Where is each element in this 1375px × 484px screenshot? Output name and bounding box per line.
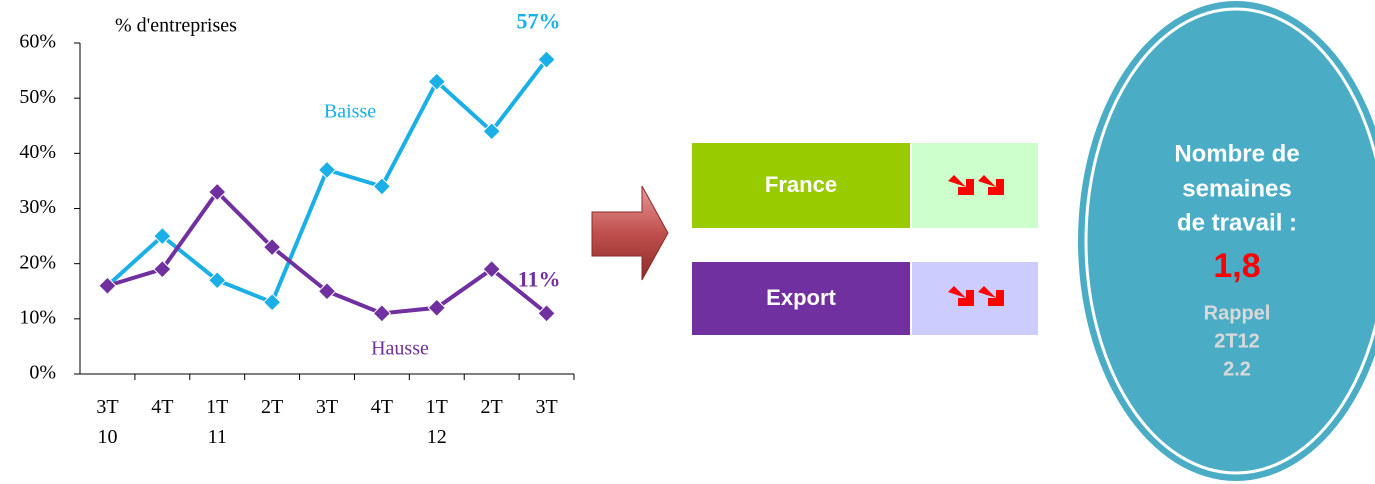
marker xyxy=(427,298,446,317)
y-tick-label: 20% xyxy=(19,251,56,273)
x-tick-label: 3T xyxy=(316,396,338,418)
x-tick-label: 2T xyxy=(481,396,503,418)
marker xyxy=(427,72,446,91)
y-axis-label: % d'entreprises xyxy=(115,15,237,37)
x-tick-label: 1T 11 xyxy=(206,396,228,448)
marker xyxy=(98,276,117,295)
marker xyxy=(208,271,227,290)
down-arrows xyxy=(948,175,1004,306)
recall-text: 2T12 xyxy=(1214,330,1260,352)
y-tick-label: 50% xyxy=(19,86,56,108)
marker xyxy=(317,282,337,301)
marker xyxy=(153,259,172,279)
marker xyxy=(317,160,337,180)
row-label: Export xyxy=(766,285,836,310)
ellipse-text: semaines xyxy=(1182,175,1291,202)
x-tick-label: 3T 10 xyxy=(96,396,118,448)
marker xyxy=(482,259,501,279)
france-trend xyxy=(912,143,1038,228)
y-tick-label: 30% xyxy=(19,196,56,218)
x-tick-label: 3T xyxy=(535,396,557,418)
export-box xyxy=(692,262,910,335)
row-label: France xyxy=(765,172,837,197)
marker xyxy=(262,237,282,257)
series-name: Hausse xyxy=(371,338,429,360)
y-tick-label: 60% xyxy=(19,31,56,53)
ellipse-text: de travail : xyxy=(1177,209,1297,236)
value-label: 57% xyxy=(517,9,561,34)
y-tick-label: 40% xyxy=(19,141,56,163)
ellipse-ring xyxy=(1084,7,1375,475)
marker xyxy=(537,50,556,69)
y-tick-label: 10% xyxy=(19,306,56,328)
france-box xyxy=(692,143,910,228)
ellipse-value: 1,8 xyxy=(1213,247,1260,285)
series-line xyxy=(106,58,549,305)
recall-text: Rappel xyxy=(1204,302,1271,324)
marker xyxy=(372,304,392,323)
arrow xyxy=(591,185,669,281)
value-label: 11% xyxy=(518,266,561,291)
marker xyxy=(153,226,172,246)
marker xyxy=(372,177,392,196)
x-tick-label: 4T xyxy=(371,396,393,418)
export-trend xyxy=(912,262,1038,335)
marker xyxy=(262,293,282,312)
ellipse xyxy=(1078,1,1375,481)
marker xyxy=(537,304,556,323)
marker xyxy=(482,122,501,141)
y-tick-label: 0% xyxy=(29,362,56,384)
series-name: Baisse xyxy=(324,101,376,123)
x-tick-label: 2T xyxy=(261,396,283,418)
recall-text: 2.2 xyxy=(1223,358,1251,380)
marker xyxy=(208,182,227,202)
x-tick-label: 4T xyxy=(151,396,173,418)
ellipse-text: Nombre de xyxy=(1174,140,1299,167)
x-tick-label: 1T 12 xyxy=(426,396,448,448)
